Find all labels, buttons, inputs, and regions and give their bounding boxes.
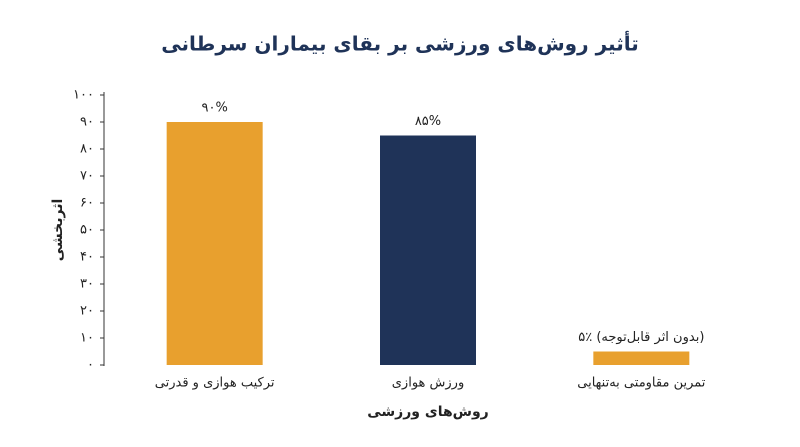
y-tick-label: ۳۰ <box>80 277 94 292</box>
chart-title: تأثیر روش‌های ورزشی بر بقای بیماران سرطا… <box>161 30 638 56</box>
bar <box>593 351 690 365</box>
y-tick-label: ۸۰ <box>80 142 94 157</box>
y-tick-label: ۱۰۰ <box>73 88 94 103</box>
y-tick-label: ۰ <box>87 358 94 373</box>
y-tick-label: ۵۰ <box>80 223 94 238</box>
bar <box>166 122 263 365</box>
x-tick-label: ترکیب هوازی و قدرتی <box>155 376 275 391</box>
value-label: ۸۵% <box>415 114 441 129</box>
y-tick-label: ۹۰ <box>80 115 94 130</box>
y-tick-label: ۷۰ <box>80 169 94 184</box>
value-label: ۹۰% <box>202 101 228 116</box>
y-tick-label: ۴۰ <box>80 250 94 265</box>
x-tick-label: تمرین مقاومتی به‌تنهایی <box>577 376 706 391</box>
y-tick-label: ۶۰ <box>80 196 94 211</box>
bar <box>380 135 476 365</box>
x-axis-label: روش‌های ورزشی <box>367 404 489 420</box>
value-label: ۵٪ (بدون اثر قابل‌توجه) <box>578 330 704 345</box>
y-tick-label: ۲۰ <box>80 304 94 319</box>
y-axis-label: اثربخشی <box>50 199 66 262</box>
x-tick-label: ورزش هوازی <box>392 376 464 391</box>
y-tick-label: ۱۰ <box>80 331 94 346</box>
